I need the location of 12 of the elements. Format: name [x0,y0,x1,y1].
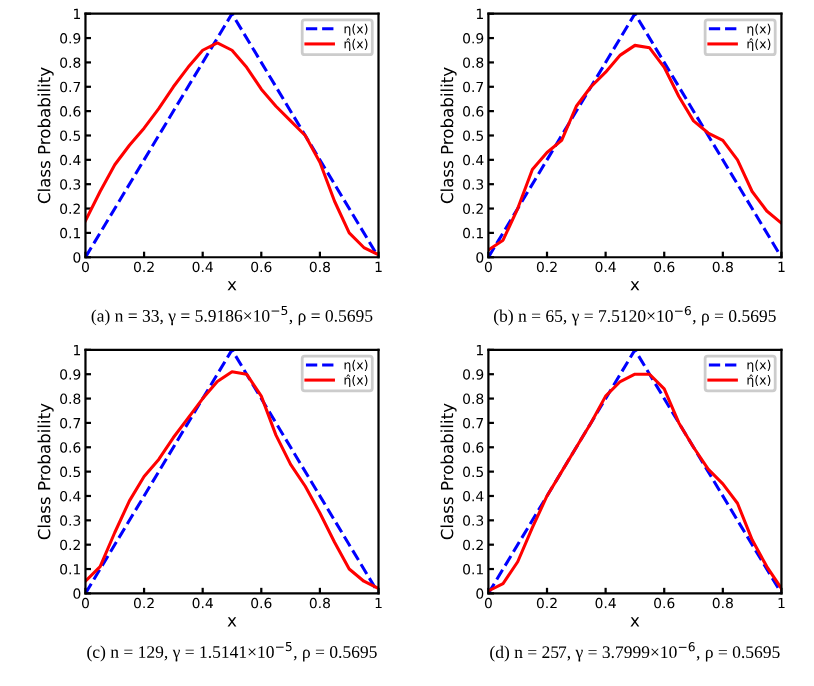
text: (b) n = 65, γ = 7.5120×10$^{−6}$, ρ = 0.5695 [494,305,776,326]
text: (d) n = 257, γ = 3.7999×10$^{−6}$, ρ = 0.5695 [490,642,780,662]
x-axis-title: x [227,281,237,291]
x-axis-title: x [630,617,640,627]
y-axis-title: Class Probability [440,67,457,204]
text: (c) n = 129, γ = 1.5141×10$^{−5}$, ρ = 0.5695 [87,642,377,662]
x-axis-title: x [227,617,237,627]
x-axis-title: x [630,281,640,291]
text: (a) n = 33, γ = 5.9186×10$^{−5}$, ρ = 0.5695 [91,305,373,326]
y-axis-title: Class Probability [37,67,54,204]
y-axis-title: Class Probability [37,403,54,540]
y-axis-title: Class Probability [440,403,457,540]
